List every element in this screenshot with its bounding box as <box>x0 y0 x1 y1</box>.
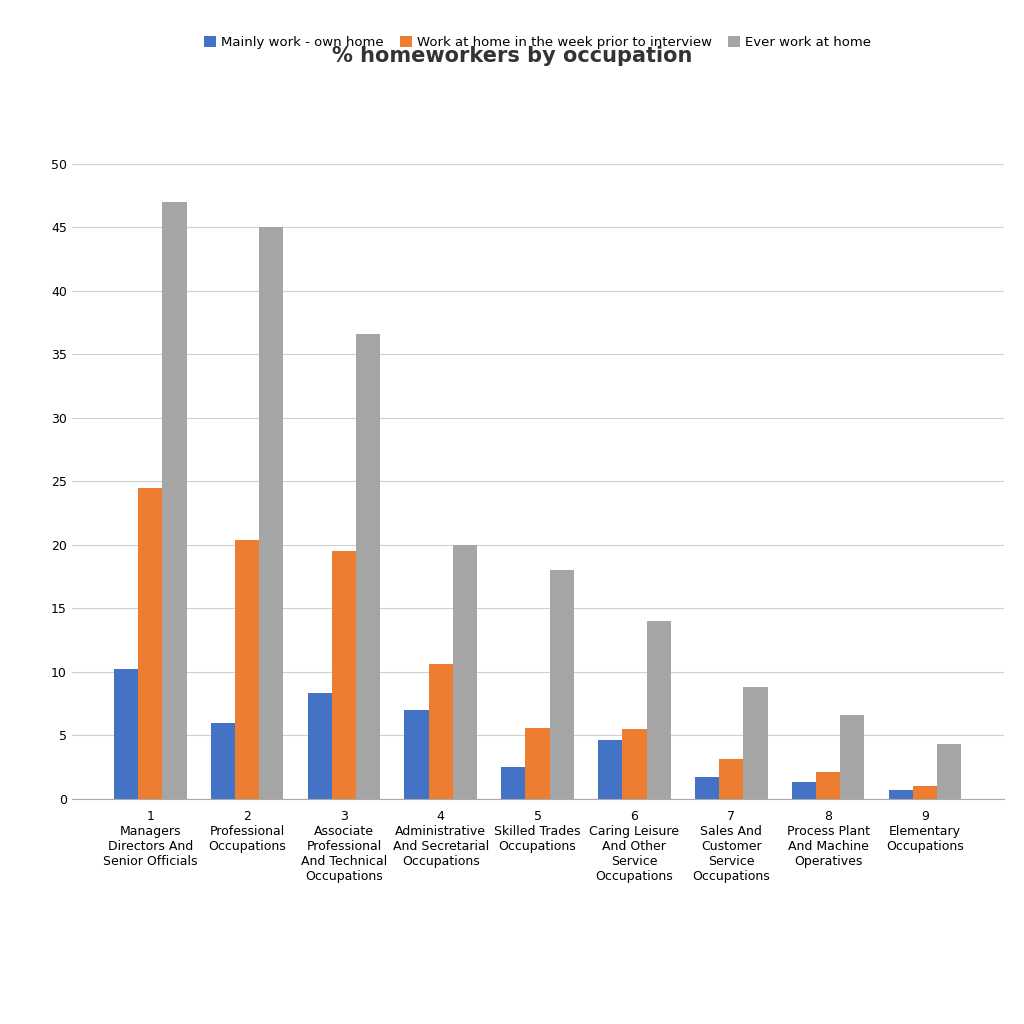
Bar <box>816 772 840 799</box>
Bar <box>236 540 259 799</box>
Bar <box>307 693 332 799</box>
Bar <box>429 665 453 799</box>
Bar <box>695 777 719 799</box>
Bar <box>598 740 623 799</box>
Bar <box>937 744 962 799</box>
Bar <box>840 715 864 799</box>
Bar <box>889 790 912 799</box>
Bar <box>912 786 937 799</box>
Bar <box>114 670 138 799</box>
Legend: Mainly work - own home, Work at home in the week prior to interview, Ever work a: Mainly work - own home, Work at home in … <box>199 31 877 54</box>
Bar <box>550 570 573 799</box>
Bar <box>404 710 429 799</box>
Bar <box>792 782 816 799</box>
Text: % homeworkers by occupation: % homeworkers by occupation <box>332 46 692 67</box>
Bar <box>525 728 550 799</box>
Bar <box>623 729 646 799</box>
Bar <box>259 227 284 799</box>
Bar <box>138 487 163 799</box>
Bar <box>163 202 186 799</box>
Bar <box>646 621 671 799</box>
Bar <box>356 334 380 799</box>
Bar <box>453 545 477 799</box>
Bar <box>332 551 356 799</box>
Bar <box>211 723 236 799</box>
Bar <box>719 760 743 799</box>
Bar <box>502 767 525 799</box>
Bar <box>743 687 768 799</box>
